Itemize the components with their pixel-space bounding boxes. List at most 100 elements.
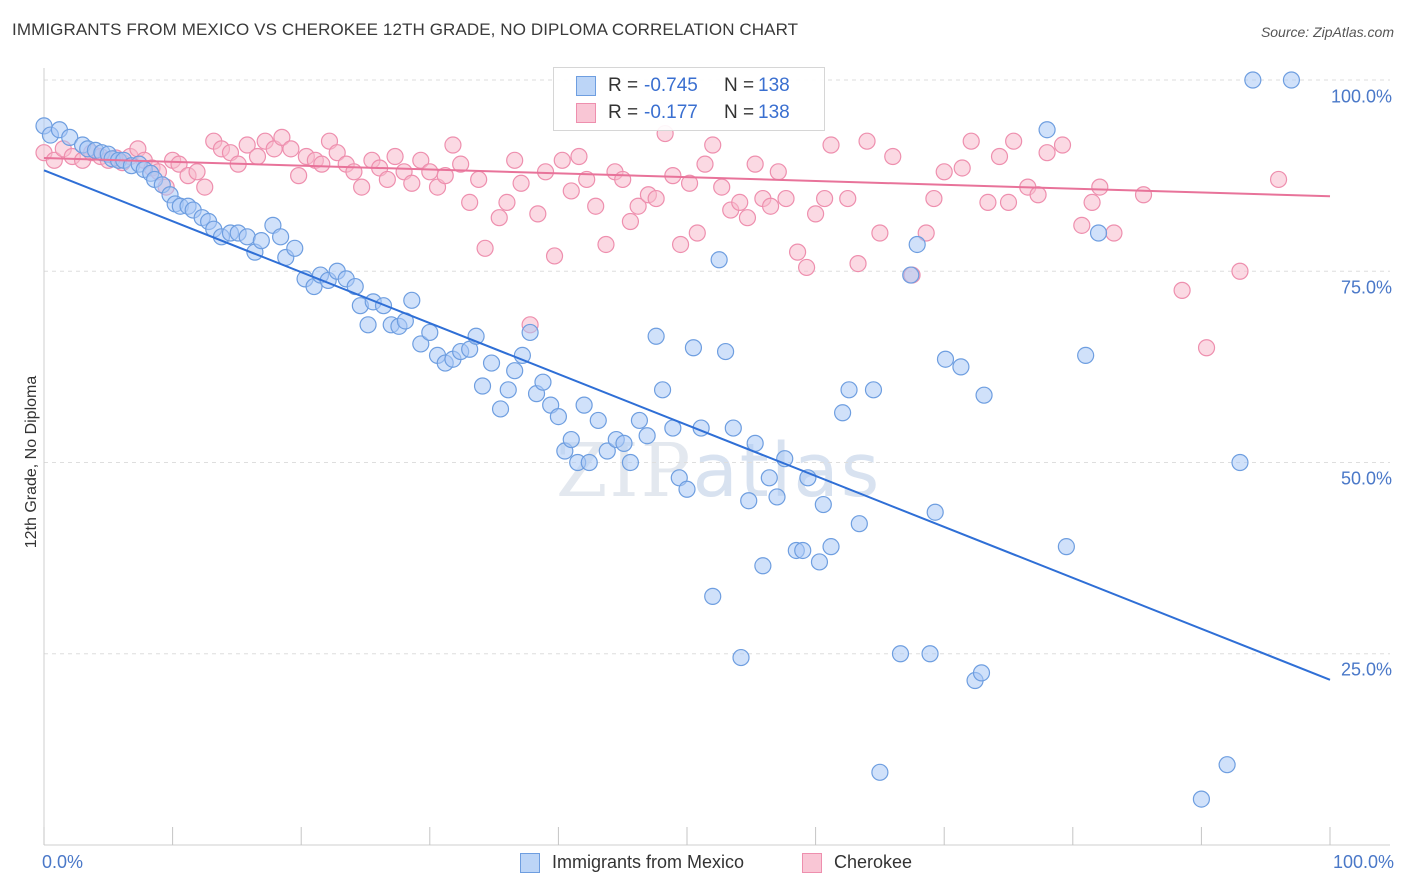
mexico-point <box>630 411 649 430</box>
cherokee-point <box>816 189 834 208</box>
legend-item-mexico: Immigrants from Mexico <box>520 852 744 873</box>
mexico-point <box>926 503 944 521</box>
cherokee-point <box>990 147 1009 166</box>
mexico-point <box>359 316 377 334</box>
legend-r-label: R = <box>608 75 639 96</box>
cherokee-point <box>1038 144 1056 162</box>
y-tick-50: 50.0% <box>1340 468 1392 489</box>
mexico-point <box>1218 756 1236 774</box>
mexico-point <box>704 587 722 605</box>
mexico-point <box>598 442 616 460</box>
cherokee-point <box>621 212 640 231</box>
cherokee-point <box>328 144 346 162</box>
cherokee-point <box>273 128 291 146</box>
cherokee-point <box>378 170 396 189</box>
mexico-point <box>562 430 580 449</box>
mexico-point <box>822 538 840 556</box>
cherokee-point <box>953 159 971 177</box>
cherokee-point <box>1005 132 1023 150</box>
mexico-point <box>286 239 304 257</box>
cherokee-point <box>917 224 935 242</box>
cherokee-point <box>788 243 807 261</box>
legend-item-cherokee: Cherokee <box>802 852 912 873</box>
cherokee-point <box>512 174 530 192</box>
cherokee-point <box>962 132 980 150</box>
mexico-point <box>580 453 598 472</box>
cherokee-point <box>769 163 787 181</box>
mexico-point <box>1038 121 1056 139</box>
mexico-point <box>975 386 993 404</box>
mexico-point <box>521 323 539 342</box>
mexico-point <box>403 291 421 309</box>
cherokee-point <box>553 151 571 169</box>
y-tick-75: 75.0% <box>1340 277 1392 298</box>
mexico-point <box>864 381 883 399</box>
mexico-point <box>412 335 430 353</box>
cherokee-point <box>421 163 439 181</box>
cherokee-point <box>436 167 454 185</box>
mexico-point <box>908 235 926 254</box>
mexico-point <box>902 266 920 284</box>
trend-lines <box>43 157 1331 681</box>
y-tick-100: 100.0% <box>1330 86 1392 107</box>
cherokee-point <box>806 205 825 223</box>
mexico-point <box>482 354 501 372</box>
mexico-point <box>615 434 633 452</box>
mexico-point <box>252 232 270 250</box>
cherokee-point <box>45 151 63 169</box>
mexico-point <box>768 488 786 506</box>
mexico-point <box>814 495 832 514</box>
mexico-point <box>638 427 656 445</box>
legend-n-value: 138 <box>758 75 790 96</box>
mexico-point <box>653 381 672 399</box>
legend-row-cherokee: R = -0.177 N = 138 <box>576 100 790 126</box>
mexico-legend-icon <box>520 852 540 873</box>
cherokee-point <box>498 193 516 211</box>
cherokee-point <box>839 189 857 208</box>
cherokee-point <box>578 170 596 189</box>
mexico-point <box>506 362 524 380</box>
cherokee-point <box>738 209 757 227</box>
mexico-point <box>740 492 758 510</box>
cherokee-points <box>35 124 1288 357</box>
axes <box>43 68 1390 846</box>
cherokee-point <box>444 136 462 154</box>
cherokee-point <box>797 258 816 277</box>
cherokee-point <box>671 235 690 254</box>
cherokee-point <box>587 197 605 215</box>
mexico-point <box>491 400 510 418</box>
x-tick-0: 0.0% <box>42 852 84 872</box>
mexico-point <box>513 346 531 364</box>
cherokee-legend-icon <box>802 852 822 873</box>
mexico-point <box>575 396 593 414</box>
cherokee-point <box>386 147 404 166</box>
cherokee-point <box>353 178 371 196</box>
cherokee-point <box>849 255 867 273</box>
cherokee-point <box>188 163 206 181</box>
mexico-point <box>534 373 552 391</box>
mexico-point <box>1282 71 1301 89</box>
cherokee-point <box>461 193 479 211</box>
mexico-point <box>834 404 852 422</box>
cherokee-trend-line <box>43 157 1331 198</box>
cherokee-point <box>452 155 470 173</box>
cherokee-point <box>313 155 331 173</box>
legend-r-label: R = <box>608 102 639 123</box>
cherokee-point <box>1105 224 1123 242</box>
mexico-point <box>810 553 829 571</box>
cherokee-point <box>731 193 749 211</box>
mexico-point <box>732 648 750 667</box>
mexico-point <box>850 515 868 533</box>
legend-label-mexico: Immigrants from Mexico <box>552 852 745 872</box>
cherokee-point <box>545 247 564 265</box>
cherokee-point <box>935 163 953 181</box>
mexico-point <box>589 411 607 430</box>
mexico-point <box>647 327 665 345</box>
cherokee-point <box>562 182 580 200</box>
cherokee-point <box>629 197 647 215</box>
mexico-point <box>421 323 439 342</box>
cherokee-point <box>506 151 524 169</box>
cherokee-point <box>746 155 764 173</box>
mexico-point <box>871 763 889 781</box>
